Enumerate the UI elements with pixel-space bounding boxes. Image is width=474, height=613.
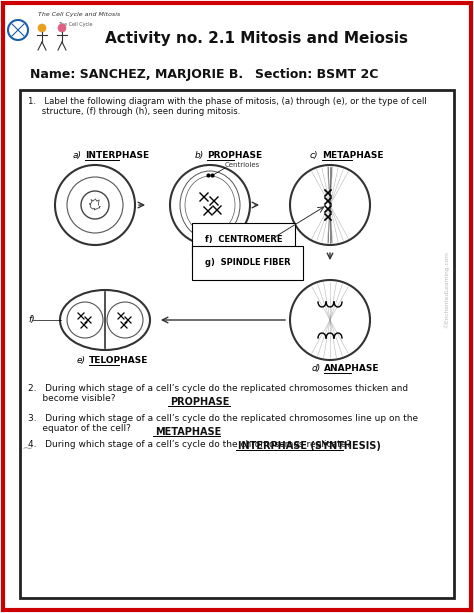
Text: d): d) — [312, 364, 321, 373]
Text: ANAPHASE: ANAPHASE — [324, 364, 380, 373]
Text: c): c) — [310, 151, 319, 160]
Text: b): b) — [195, 151, 204, 160]
Text: PROPHASE: PROPHASE — [170, 397, 229, 407]
Text: a): a) — [73, 151, 82, 160]
Text: Section: BSMT 2C: Section: BSMT 2C — [255, 68, 378, 81]
Text: The Cell Cycle and Mitosis: The Cell Cycle and Mitosis — [38, 12, 120, 17]
Text: 3.   During which stage of a cell’s cycle do the replicated chromosomes line up : 3. During which stage of a cell’s cycle … — [28, 414, 418, 433]
Text: g)  SPINDLE FIBER: g) SPINDLE FIBER — [205, 258, 291, 267]
Text: INTERPHASE (SYNTHESIS): INTERPHASE (SYNTHESIS) — [238, 441, 381, 451]
Text: METAPHASE: METAPHASE — [322, 151, 383, 160]
Text: Activity no. 2.1 Mitosis and Meiosis: Activity no. 2.1 Mitosis and Meiosis — [106, 31, 409, 45]
Bar — [20, 90, 454, 598]
Text: 2.   During which stage of a cell’s cycle do the replicated chromosomes thicken : 2. During which stage of a cell’s cycle … — [28, 384, 408, 403]
Text: The Cell Cycle: The Cell Cycle — [58, 22, 92, 27]
Text: PROPHASE: PROPHASE — [207, 151, 262, 160]
Circle shape — [58, 24, 66, 32]
Text: INTERPHASE: INTERPHASE — [85, 151, 149, 160]
Text: 1.   Label the following diagram with the phase of mitosis, (a) through (e), or : 1. Label the following diagram with the … — [28, 97, 427, 116]
Circle shape — [38, 24, 46, 32]
Text: METAPHASE: METAPHASE — [155, 427, 221, 437]
Text: TELOPHASE: TELOPHASE — [89, 356, 148, 365]
Text: f)  CENTROMERE: f) CENTROMERE — [205, 235, 283, 244]
Text: e): e) — [77, 356, 86, 365]
Text: Centrioles: Centrioles — [225, 162, 260, 168]
Text: ©EnchantedLearning.com: ©EnchantedLearning.com — [443, 251, 449, 329]
Text: ~: ~ — [22, 442, 34, 456]
Text: f): f) — [28, 315, 35, 324]
Text: Name: SANCHEZ, MARJORIE B.: Name: SANCHEZ, MARJORIE B. — [30, 68, 243, 81]
Text: 4.   During which stage of a cell’s cycle do the chromosomes replicate?: 4. During which stage of a cell’s cycle … — [28, 440, 351, 449]
